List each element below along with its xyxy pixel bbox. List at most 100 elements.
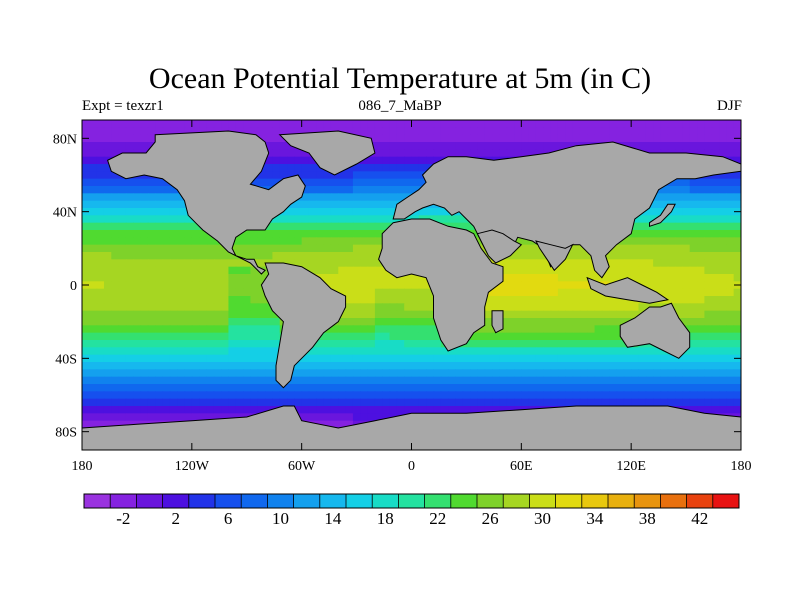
temperature-cell [140, 193, 149, 202]
temperature-cell [374, 376, 383, 385]
temperature-cell [455, 376, 464, 385]
temperature-cell [726, 259, 735, 268]
temperature-cell [279, 398, 288, 407]
temperature-cell [382, 288, 391, 297]
temperature-cell [367, 296, 376, 304]
temperature-cell [169, 310, 178, 319]
temperature-cell [711, 310, 720, 319]
temperature-cell [177, 406, 186, 414]
temperature-cell [506, 259, 515, 268]
temperature-cell [572, 310, 581, 319]
temperature-cell [221, 274, 230, 282]
temperature-cell [719, 274, 727, 282]
temperature-cell [484, 362, 493, 370]
temperature-cell [682, 208, 691, 216]
temperature-cell [572, 120, 581, 128]
temperature-cell [103, 420, 112, 429]
temperature-cell [374, 134, 383, 143]
temperature-cell [711, 208, 720, 216]
temperature-cell [82, 318, 90, 326]
temperature-cell [389, 127, 398, 136]
temperature-cell [433, 332, 442, 341]
temperature-cell [396, 186, 405, 194]
temperature-cell [440, 142, 449, 150]
temperature-cell [155, 244, 164, 253]
temperature-cell [389, 171, 398, 180]
temperature-cell [330, 193, 339, 202]
temperature-cell [682, 318, 691, 326]
colorbar-swatch [188, 494, 216, 508]
temperature-cell [433, 127, 442, 136]
temperature-cell [572, 347, 581, 356]
temperature-cell [323, 266, 332, 275]
temperature-cell [572, 244, 581, 253]
temperature-cell [213, 288, 222, 297]
temperature-cell [631, 303, 640, 312]
temperature-cell [579, 134, 588, 143]
temperature-cell [155, 354, 164, 363]
temperature-cell [169, 186, 178, 194]
temperature-cell [557, 376, 566, 385]
temperature-cell [301, 259, 310, 268]
temperature-cell [177, 120, 186, 128]
temperature-cell [308, 222, 317, 231]
temperature-cell [719, 332, 727, 341]
temperature-cell [470, 120, 478, 128]
temperature-cell [660, 376, 669, 385]
temperature-cell [499, 362, 508, 370]
temperature-cell [660, 244, 669, 253]
temperature-cell [147, 274, 156, 282]
temperature-cell [535, 332, 544, 341]
temperature-cell [514, 252, 522, 260]
temperature-cell [82, 178, 90, 187]
temperature-cell [323, 230, 332, 238]
temperature-cell [213, 340, 222, 348]
temperature-cell [155, 120, 164, 128]
temperature-cell [330, 384, 339, 392]
temperature-cell [191, 310, 200, 319]
temperature-cell [506, 376, 515, 385]
temperature-cell [133, 222, 142, 231]
temperature-cell [125, 186, 134, 194]
temperature-cell [125, 413, 134, 422]
temperature-cell [733, 222, 741, 231]
temperature-cell [191, 296, 200, 304]
temperature-cell [514, 127, 522, 136]
temperature-cell [177, 222, 186, 231]
colorbar-label: 38 [639, 509, 656, 528]
temperature-cell [272, 127, 281, 136]
temperature-cell [521, 149, 530, 158]
temperature-cell [89, 244, 98, 253]
temperature-cell [682, 274, 691, 282]
temperature-cell [492, 142, 500, 150]
temperature-cell [667, 259, 676, 268]
temperature-cell [484, 134, 493, 143]
temperature-cell [338, 208, 347, 216]
temperature-cell [411, 281, 420, 290]
temperature-cell [316, 266, 325, 275]
temperature-cell [345, 215, 354, 224]
temperature-cell [125, 142, 134, 150]
temperature-cell [675, 178, 684, 187]
temperature-cell [543, 369, 552, 378]
temperature-cell [191, 325, 200, 334]
temperature-cell [396, 303, 405, 312]
temperature-cell [140, 259, 149, 268]
temperature-cell [96, 398, 105, 407]
temperature-cell [133, 208, 142, 216]
temperature-cell [169, 384, 178, 392]
temperature-cell [308, 208, 317, 216]
temperature-cell [440, 406, 449, 414]
temperature-cell [609, 325, 618, 334]
temperature-cell [689, 362, 698, 370]
temperature-cell [162, 274, 171, 282]
temperature-cell [609, 266, 618, 275]
temperature-cell [338, 376, 347, 385]
temperature-cell [103, 354, 112, 363]
temperature-cell [543, 354, 552, 363]
temperature-cell [470, 362, 478, 370]
temperature-cell [689, 347, 698, 356]
temperature-cell [704, 318, 713, 326]
temperature-cell [140, 178, 149, 187]
temperature-cell [689, 406, 698, 414]
